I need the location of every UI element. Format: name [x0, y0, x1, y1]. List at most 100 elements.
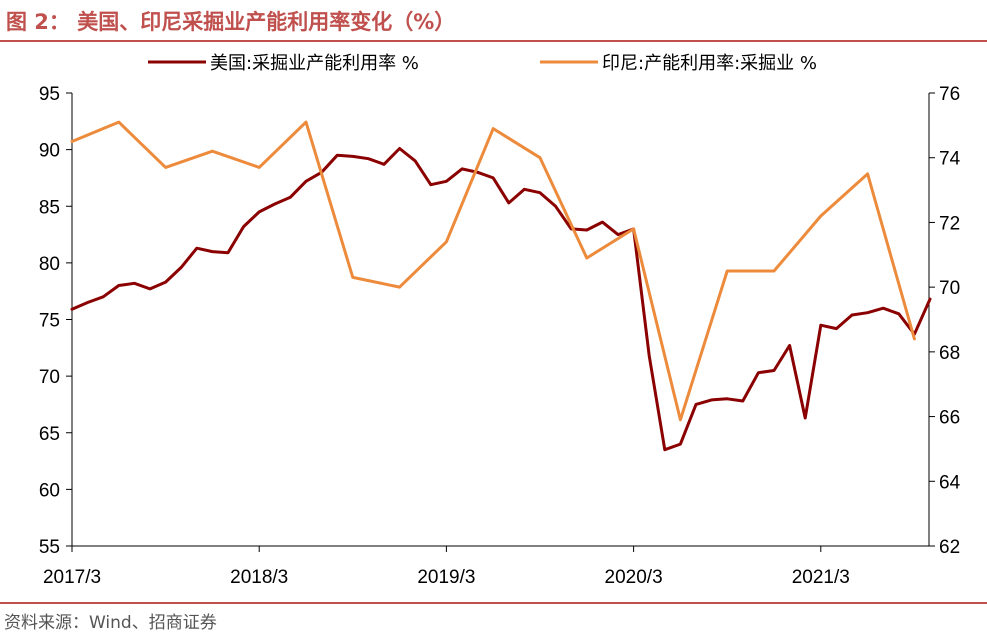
- right-tick-label: 76: [939, 84, 960, 105]
- us-capacity-series-point: [195, 247, 198, 250]
- us-capacity-series-point: [102, 295, 105, 298]
- us-capacity-series-point: [710, 398, 713, 402]
- us-capacity-series-point: [429, 183, 432, 186]
- indonesia-capacity-series-legend-label: 印尼:产能利用率:采掘业 %: [602, 53, 817, 74]
- right-tick-label: 64: [939, 472, 961, 493]
- left-tick-label: 85: [39, 197, 60, 218]
- us-capacity-series-point: [866, 311, 869, 314]
- us-capacity-series-point: [928, 297, 932, 301]
- us-capacity-series-point: [835, 327, 838, 330]
- indonesia-capacity-series-point: [819, 214, 822, 218]
- us-capacity-series-line: [70, 147, 932, 452]
- left-tick-label: 70: [39, 367, 60, 388]
- right-tick-label: 74: [939, 149, 961, 170]
- us-capacity-series-point: [133, 282, 136, 285]
- indonesia-capacity-series-point: [492, 127, 495, 130]
- x-tick-label: 2021/3: [792, 567, 850, 588]
- us-capacity-series-point: [273, 202, 276, 206]
- us-capacity-series-point: [585, 228, 588, 232]
- us-capacity-series-point: [897, 312, 900, 315]
- left-tick-label: 90: [39, 141, 60, 162]
- us-capacity-series-point: [616, 233, 620, 236]
- indonesia-capacity-series-point: [258, 166, 261, 169]
- us-capacity-series-point: [336, 154, 339, 157]
- indonesia-capacity-series-point: [70, 140, 74, 143]
- indonesia-capacity-series-point: [585, 256, 588, 260]
- x-tick-label: 2017/3: [43, 567, 101, 588]
- us-capacity-series-point: [679, 442, 682, 446]
- us-capacity-series-point: [70, 308, 74, 311]
- left-tick-label: 55: [39, 537, 60, 558]
- indonesia-capacity-series-point: [117, 120, 121, 124]
- us-capacity-series-point: [351, 155, 354, 158]
- us-capacity-series-point: [289, 196, 292, 199]
- indonesia-capacity-series-point: [445, 240, 448, 243]
- title-divider: [0, 40, 987, 42]
- chart-legend: 美国:采掘业产能利用率 % 印尼:产能利用率:采掘业 %: [148, 53, 817, 74]
- left-tick-label: 95: [39, 84, 60, 105]
- indonesia-capacity-series-point: [398, 285, 401, 289]
- right-tick-label: 66: [939, 408, 960, 429]
- left-tick-label: 80: [39, 254, 60, 275]
- chart-axes: 55 60 65 70 75 80 85 90 95 62 64 66 68 70 72 74 76 2017/3…: [39, 84, 961, 588]
- us-capacity-series-point: [804, 416, 807, 420]
- us-capacity-series-point: [382, 163, 386, 166]
- left-tick-label: 65: [39, 424, 60, 445]
- left-tick-label: 75: [39, 311, 60, 332]
- us-capacity-series-point: [523, 188, 526, 191]
- us-capacity-series-point: [850, 313, 854, 317]
- us-capacity-series-point: [258, 210, 261, 214]
- indonesia-capacity-series-point: [772, 269, 776, 273]
- indonesia-capacity-series-point: [679, 418, 682, 421]
- indonesia-capacity-series-point: [913, 337, 916, 341]
- us-capacity-series-point: [148, 287, 152, 291]
- us-capacity-series-point: [741, 399, 744, 403]
- us-capacity-series-point: [460, 167, 464, 171]
- indonesia-capacity-series-point: [164, 166, 167, 169]
- us-capacity-series-point: [694, 403, 698, 406]
- us-capacity-series-point: [788, 344, 791, 347]
- indonesia-capacity-series-point: [211, 150, 214, 153]
- x-tick-label: 2020/3: [605, 567, 663, 588]
- us-capacity-series-point: [726, 397, 729, 400]
- indonesia-capacity-series-point: [538, 156, 542, 159]
- us-capacity-series-point: [772, 369, 776, 372]
- us-capacity-series-point: [86, 301, 89, 304]
- x-tick-label: 2019/3: [417, 567, 475, 588]
- us-capacity-series-legend-label: 美国:采掘业产能利用率 %: [210, 53, 419, 74]
- right-tick-label: 62: [939, 537, 960, 558]
- us-capacity-series-point: [367, 157, 370, 160]
- chart-lines: [70, 120, 932, 452]
- indonesia-capacity-series-line: [70, 120, 916, 422]
- us-capacity-series-point: [117, 284, 121, 287]
- indonesia-capacity-series-point: [866, 172, 869, 176]
- footer-divider: [0, 602, 987, 604]
- x-tick-label: 2018/3: [230, 567, 288, 588]
- us-capacity-series-point: [242, 225, 245, 228]
- us-capacity-series-point: [882, 307, 885, 310]
- us-capacity-series-point: [414, 159, 417, 163]
- right-tick-label: 72: [939, 213, 960, 234]
- us-capacity-series-point: [663, 448, 666, 451]
- us-capacity-series-point: [164, 280, 167, 284]
- us-capacity-series-point: [601, 220, 604, 224]
- chart-canvas: 55 60 65 70 75 80 85 90 95 62 64 66 68 70 72 74 76 2017/3…: [39, 53, 961, 588]
- us-capacity-series-point: [538, 191, 542, 194]
- us-capacity-series-point: [757, 371, 760, 374]
- us-capacity-series-point: [180, 266, 183, 269]
- us-capacity-series-point: [304, 180, 308, 183]
- us-capacity-series-point: [445, 180, 448, 183]
- chart-title: 图 2： 美国、印尼采掘业产能利用率变化（%）: [6, 10, 456, 34]
- left-tick-label: 60: [39, 480, 60, 501]
- right-tick-label: 68: [939, 343, 960, 364]
- us-capacity-series-point: [398, 147, 401, 150]
- us-capacity-series-point: [492, 176, 495, 180]
- us-capacity-series-point: [507, 201, 510, 205]
- us-capacity-series-point: [819, 324, 822, 327]
- us-capacity-series-point: [226, 251, 230, 254]
- us-capacity-series-point: [211, 250, 214, 253]
- indonesia-capacity-series-point: [726, 269, 729, 273]
- right-tick-label: 70: [939, 278, 960, 299]
- indonesia-capacity-series-point: [304, 120, 308, 124]
- us-capacity-series-point: [648, 354, 651, 357]
